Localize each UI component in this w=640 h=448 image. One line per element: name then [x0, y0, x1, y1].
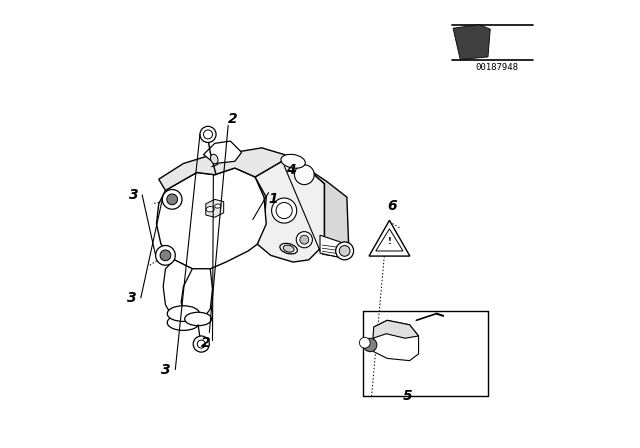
Circle shape — [294, 165, 314, 185]
Polygon shape — [159, 148, 307, 190]
Polygon shape — [163, 260, 202, 325]
Circle shape — [160, 250, 171, 261]
Ellipse shape — [167, 314, 200, 331]
Circle shape — [197, 340, 205, 348]
Circle shape — [204, 130, 212, 139]
Polygon shape — [157, 168, 266, 269]
Circle shape — [336, 242, 354, 260]
Polygon shape — [373, 320, 419, 338]
Polygon shape — [307, 168, 349, 258]
Polygon shape — [453, 25, 490, 60]
Ellipse shape — [167, 306, 200, 322]
Text: 1: 1 — [268, 192, 278, 207]
Circle shape — [200, 126, 216, 142]
Text: 4: 4 — [286, 163, 296, 177]
Circle shape — [300, 235, 309, 244]
Text: 2: 2 — [228, 112, 237, 126]
Text: 3: 3 — [161, 362, 170, 377]
Circle shape — [364, 338, 377, 352]
Text: 00187948: 00187948 — [476, 63, 518, 72]
Text: 2: 2 — [201, 336, 211, 350]
Ellipse shape — [215, 204, 221, 208]
Ellipse shape — [185, 312, 212, 326]
Circle shape — [339, 246, 350, 256]
Polygon shape — [374, 320, 419, 361]
Text: 5: 5 — [403, 389, 412, 404]
Ellipse shape — [280, 243, 298, 254]
Polygon shape — [369, 220, 410, 256]
Circle shape — [167, 194, 177, 205]
Ellipse shape — [281, 154, 305, 168]
Ellipse shape — [206, 207, 214, 212]
Text: 6: 6 — [387, 199, 397, 213]
Polygon shape — [206, 199, 224, 217]
Circle shape — [156, 246, 175, 265]
Circle shape — [193, 336, 209, 352]
Polygon shape — [204, 141, 242, 164]
Circle shape — [271, 198, 297, 223]
Text: !: ! — [387, 237, 392, 246]
Ellipse shape — [283, 245, 294, 252]
Ellipse shape — [211, 154, 218, 164]
Circle shape — [163, 190, 182, 209]
Polygon shape — [320, 235, 346, 258]
Text: 3: 3 — [127, 291, 137, 305]
Polygon shape — [181, 269, 212, 320]
Polygon shape — [255, 161, 324, 262]
Circle shape — [360, 337, 370, 348]
Circle shape — [296, 232, 312, 248]
Polygon shape — [376, 229, 403, 251]
Circle shape — [276, 202, 292, 219]
Text: 3: 3 — [129, 188, 139, 202]
